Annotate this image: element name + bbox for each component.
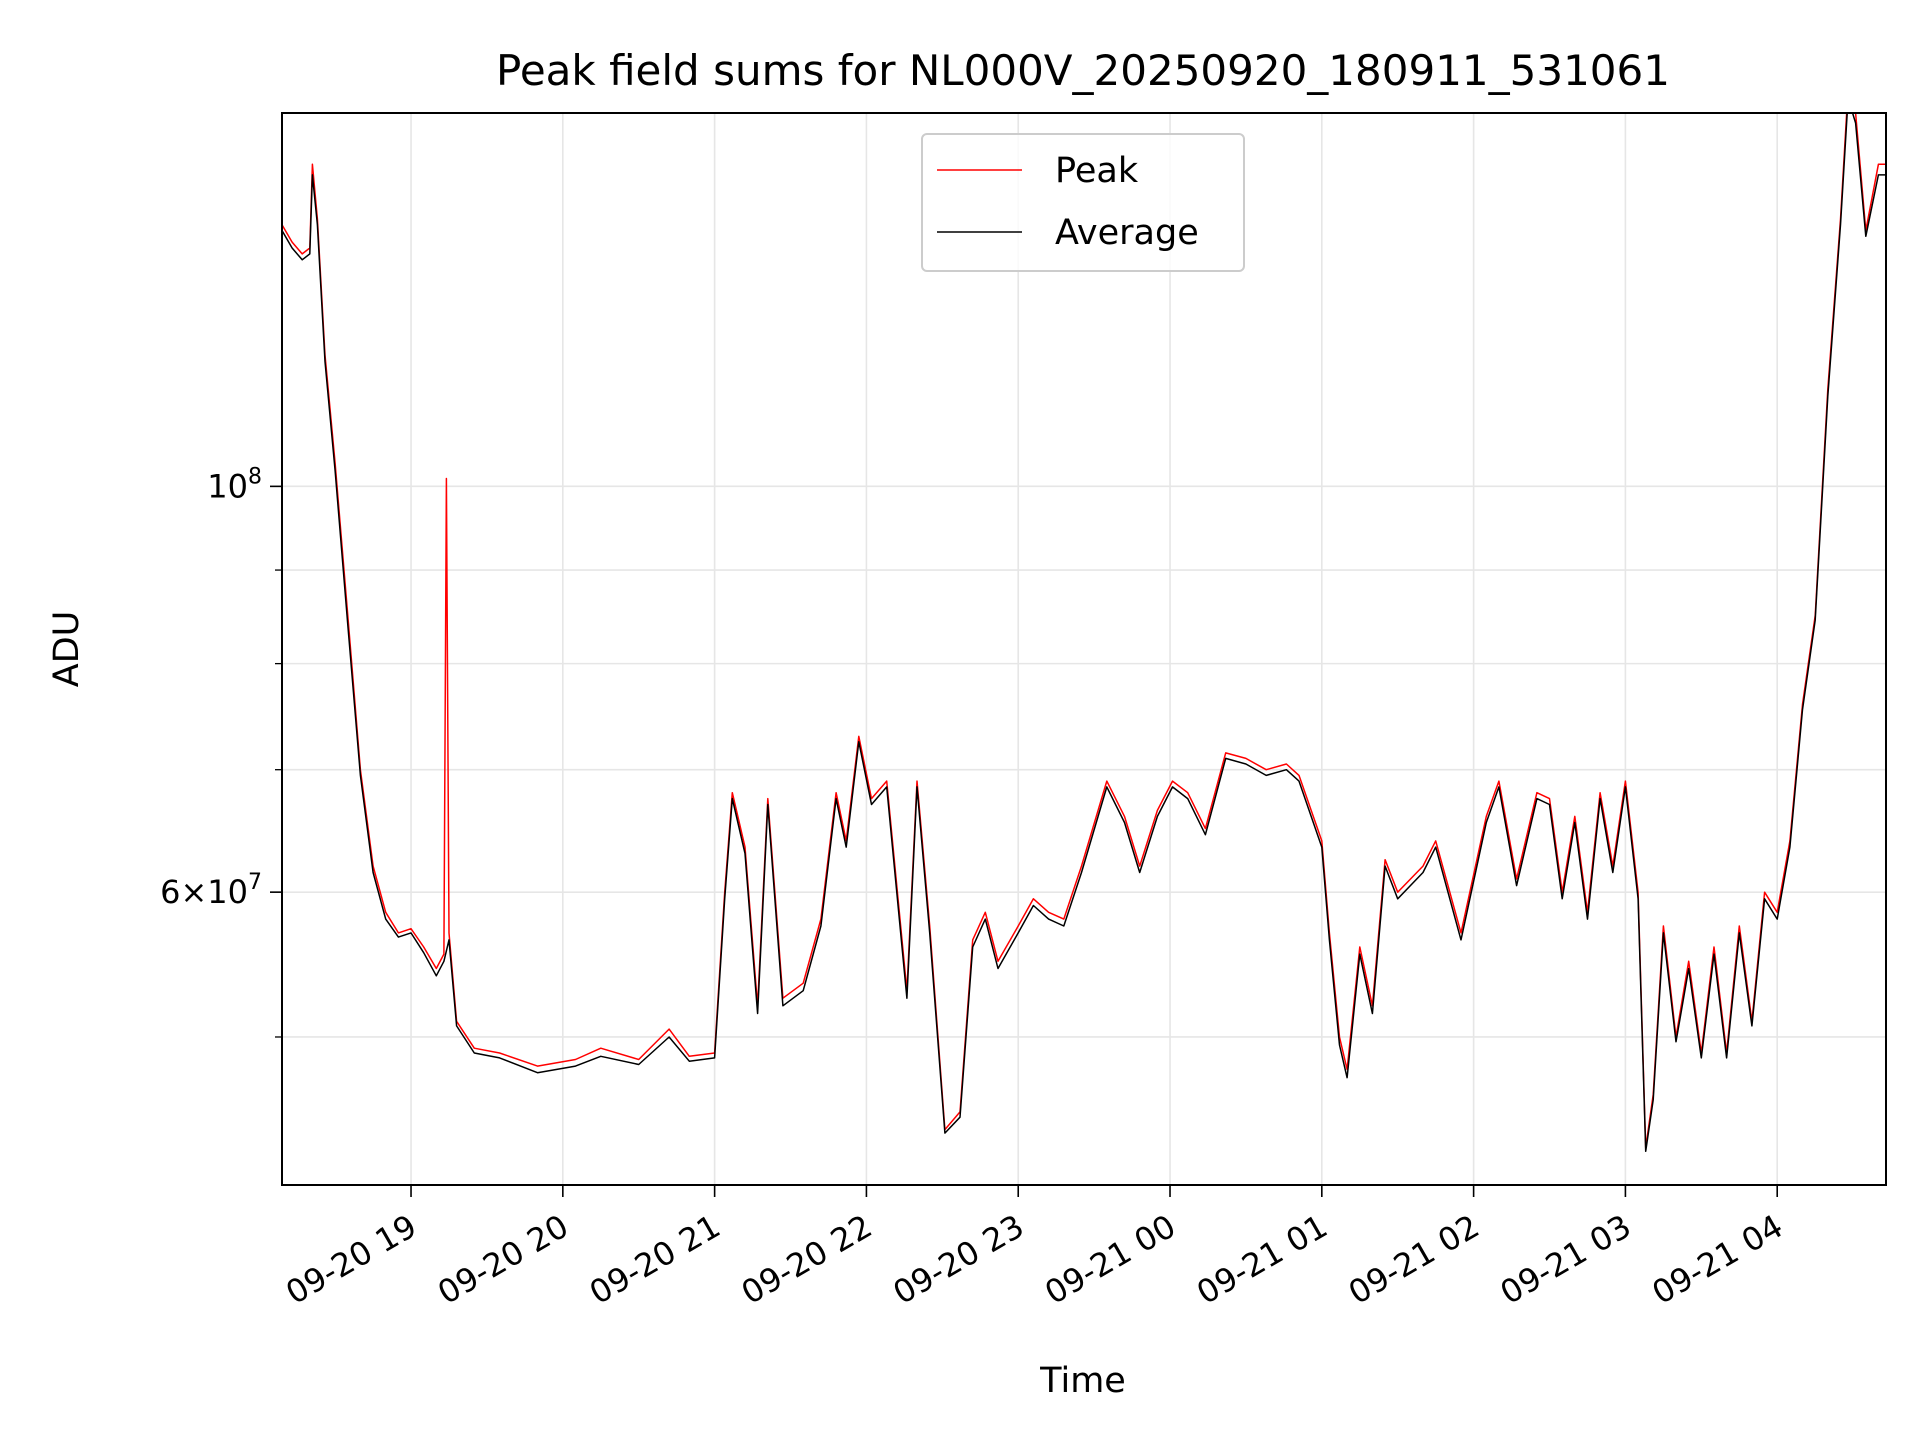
legend: Peak Average xyxy=(921,133,1245,272)
plot-frame xyxy=(281,112,1887,1186)
plot-series xyxy=(282,113,1886,1153)
y-axis-label: ADU xyxy=(47,611,87,688)
legend-peak-label: Peak xyxy=(1055,151,1139,191)
x-axis-label: Time xyxy=(1039,1361,1126,1401)
legend-average-label: Average xyxy=(1055,213,1199,253)
grid xyxy=(282,113,1886,1185)
series-line-average xyxy=(282,113,1886,1153)
legend-box xyxy=(921,133,1245,272)
chart-title: Peak field sums for NL000V_20250920_1809… xyxy=(496,46,1670,95)
y-tick-label: 6×107 xyxy=(160,870,262,911)
